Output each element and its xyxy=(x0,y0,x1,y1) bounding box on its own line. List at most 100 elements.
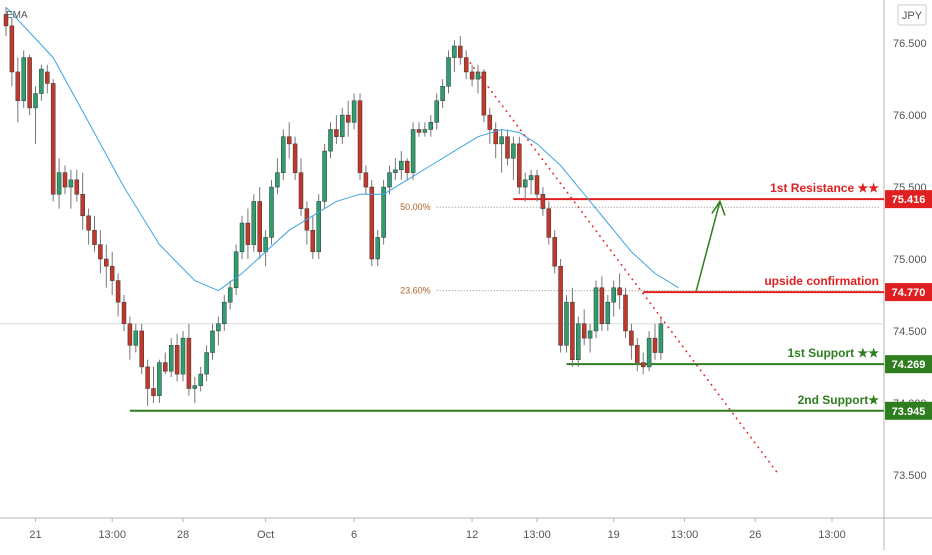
level-price-tag xyxy=(885,355,932,374)
level-price-tag xyxy=(885,283,932,302)
x-tick-label: 13:00 xyxy=(671,529,699,541)
candle-body xyxy=(80,194,85,217)
candle-body xyxy=(186,337,192,389)
horizontal-levels xyxy=(129,198,884,412)
candle-body xyxy=(658,323,664,353)
candle-body xyxy=(39,68,44,94)
candle-body xyxy=(286,136,292,145)
candle-body xyxy=(599,287,605,324)
candle-body xyxy=(109,265,115,281)
candle-body xyxy=(328,129,333,152)
x-tick-label: 6 xyxy=(351,529,357,541)
candle-body xyxy=(635,345,640,363)
candle-body xyxy=(3,14,9,27)
candle-body xyxy=(375,237,380,260)
currency-badge[interactable]: JPY xyxy=(902,10,923,22)
candle-body xyxy=(540,194,546,209)
candle-body xyxy=(210,330,215,353)
candle-body xyxy=(157,362,162,396)
candle-body xyxy=(564,301,569,346)
candle-body xyxy=(369,186,375,260)
candle-body xyxy=(629,330,634,346)
candle-body xyxy=(534,175,540,195)
candle-body xyxy=(92,229,97,245)
candle-body xyxy=(587,330,593,339)
candle-body xyxy=(50,83,56,195)
candle-body xyxy=(198,373,203,386)
candle-body xyxy=(416,129,422,133)
candle-body xyxy=(487,114,493,130)
x-tick-label: 13:00 xyxy=(818,529,846,541)
candle-body xyxy=(104,258,109,267)
candle-body xyxy=(340,114,345,137)
candle-body xyxy=(86,215,91,231)
candle-body xyxy=(499,136,504,145)
y-tick-label: 75.000 xyxy=(893,254,927,266)
x-tick-label: 19 xyxy=(608,529,620,541)
level-label: upside confirmation xyxy=(764,274,879,288)
ema-line xyxy=(5,6,679,292)
candle-body xyxy=(357,100,363,173)
candles xyxy=(3,7,664,406)
candle-body xyxy=(605,301,611,324)
candle-body xyxy=(646,337,652,368)
y-tick-label: 76.500 xyxy=(893,38,927,50)
candle-body xyxy=(387,172,392,188)
candle-body xyxy=(21,57,26,101)
candle-body xyxy=(652,337,658,353)
candle-body xyxy=(275,172,280,188)
candle-body xyxy=(546,208,552,238)
candle-body xyxy=(570,301,575,360)
candle-body xyxy=(216,323,221,332)
candle-body xyxy=(163,362,168,372)
candle-body xyxy=(139,330,144,368)
candle-body xyxy=(617,287,622,296)
candle-body xyxy=(145,366,150,389)
candle-body xyxy=(458,45,463,58)
candle-body xyxy=(469,71,475,80)
candle-body xyxy=(410,129,416,173)
candle-body xyxy=(351,100,357,123)
candle-body xyxy=(481,71,487,116)
candle-body xyxy=(121,301,127,324)
candle-body xyxy=(399,160,404,171)
candle-body xyxy=(623,294,628,332)
candle-body xyxy=(263,237,268,253)
candle-body xyxy=(434,100,439,123)
candle-body xyxy=(251,201,257,245)
x-tick-label: 21 xyxy=(29,529,41,541)
candle-body xyxy=(316,201,321,253)
candle-body xyxy=(463,57,469,73)
y-tick-label: 76.000 xyxy=(893,110,927,122)
x-tick-label: 28 xyxy=(177,529,189,541)
candle-body xyxy=(180,337,186,375)
candle-body xyxy=(522,179,528,188)
y-tick-label: 74.500 xyxy=(893,326,927,338)
level-price-tag xyxy=(885,190,932,209)
trendline-layer xyxy=(465,57,780,476)
candle-body xyxy=(381,186,386,238)
candle-body xyxy=(576,323,581,360)
candle-body xyxy=(227,287,233,303)
candle-body xyxy=(168,345,174,372)
level-price: 74.770 xyxy=(892,287,926,299)
x-tick-label: 26 xyxy=(749,529,761,541)
level-label: 2nd Support★ xyxy=(798,393,880,407)
candle-body xyxy=(233,251,239,289)
candle-body xyxy=(393,169,398,173)
candle-body xyxy=(581,323,587,339)
candle-body xyxy=(56,172,62,195)
candle-body xyxy=(334,129,339,137)
candle-body xyxy=(74,179,80,195)
candle-body xyxy=(68,179,74,188)
axes: EMA JPY 76.50076.00075.50075.00074.50074… xyxy=(6,4,927,541)
candle-body xyxy=(9,25,15,73)
candle-body xyxy=(404,160,410,173)
currency-badge-box[interactable] xyxy=(897,4,927,26)
ema-overlay xyxy=(5,6,679,292)
indicator-label: EMA xyxy=(6,10,28,21)
candle-body xyxy=(452,45,457,58)
